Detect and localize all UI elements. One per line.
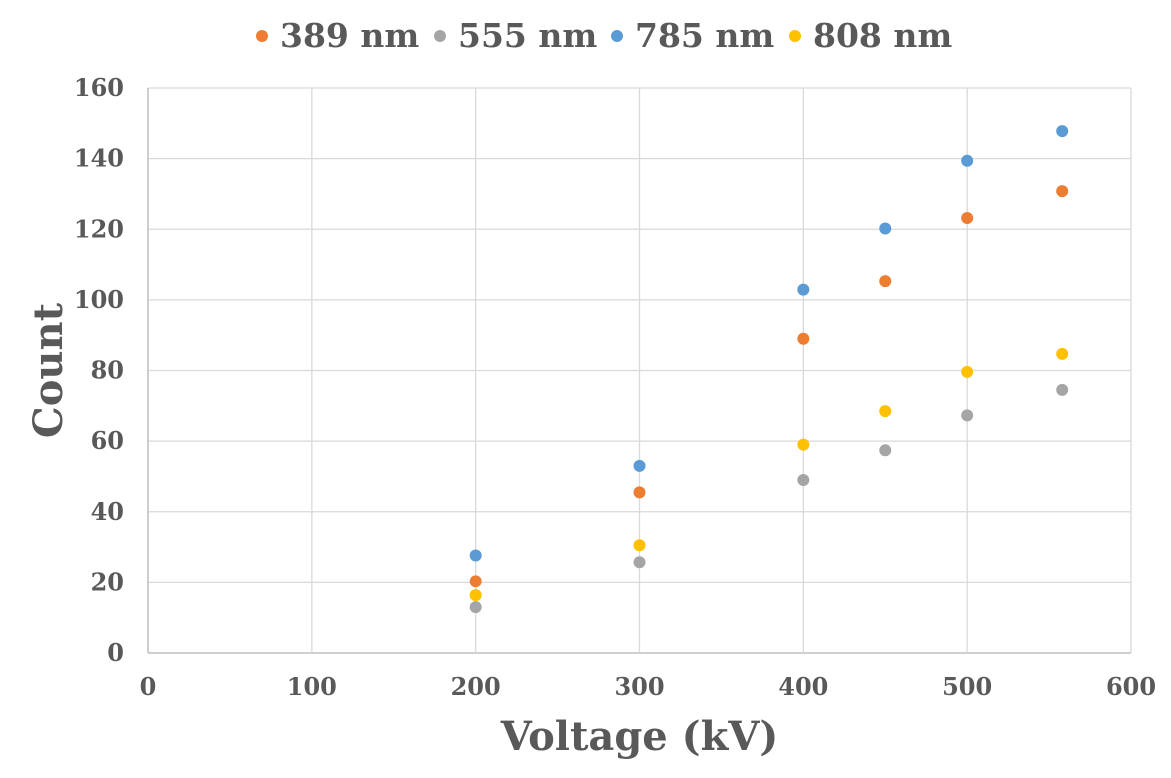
- grid: [147, 87, 1132, 654]
- legend-item: 555 nm: [434, 16, 597, 55]
- data-point: [1056, 347, 1069, 360]
- y-tick-label: 100: [74, 285, 124, 314]
- y-tick-label: 60: [91, 426, 124, 455]
- x-axis-ticks: 0 100 200 300 400 500 600: [140, 672, 1156, 701]
- data-point: [469, 601, 482, 614]
- data-point: [1056, 185, 1069, 198]
- legend-item: 808 nm: [789, 16, 952, 55]
- series-808-nm: [469, 347, 1069, 602]
- data-point: [1056, 383, 1069, 396]
- x-tick-label: 300: [614, 672, 664, 701]
- legend-item: 389 nm: [256, 16, 419, 55]
- x-tick-label: 100: [287, 672, 337, 701]
- data-point: [797, 473, 810, 486]
- data-point: [797, 332, 810, 345]
- y-tick-label: 80: [91, 356, 124, 385]
- data-point: [633, 486, 646, 499]
- x-tick-label: 500: [942, 672, 992, 701]
- y-tick-label: 20: [91, 567, 124, 596]
- legend-marker: [434, 30, 446, 42]
- data-point: [1056, 125, 1069, 138]
- legend: 389 nm 555 nm 785 nm 808 nm: [256, 16, 952, 55]
- y-tick-label: 160: [74, 73, 124, 102]
- legend-marker: [611, 30, 623, 42]
- data-point: [961, 365, 974, 378]
- y-tick-label: 140: [74, 144, 124, 173]
- data-point: [961, 154, 974, 167]
- legend-label: 555 nm: [458, 16, 597, 55]
- y-tick-label: 120: [74, 214, 124, 243]
- series-389-nm: [469, 185, 1069, 588]
- series-555-nm: [469, 383, 1069, 614]
- y-axis-ticks: 0 20 40 60 80 100 120 140 160: [74, 73, 124, 667]
- legend-label: 389 nm: [280, 16, 419, 55]
- legend-label: 808 nm: [813, 16, 952, 55]
- y-tick-label: 0: [107, 638, 124, 667]
- legend-marker: [789, 30, 801, 42]
- data-point: [961, 409, 974, 422]
- data-point: [633, 459, 646, 472]
- data-point: [879, 444, 892, 457]
- data-point: [469, 589, 482, 602]
- series-785-nm: [469, 125, 1069, 562]
- data-point: [797, 438, 810, 451]
- x-tick-label: 0: [140, 672, 157, 701]
- x-tick-label: 600: [1106, 672, 1156, 701]
- x-tick-label: 200: [451, 672, 501, 701]
- y-tick-label: 40: [91, 497, 124, 526]
- data-point: [633, 539, 646, 552]
- data-point: [879, 275, 892, 288]
- data-point: [633, 556, 646, 569]
- legend-item: 785 nm: [611, 16, 774, 55]
- data-point: [879, 222, 892, 235]
- x-tick-label: 400: [778, 672, 828, 701]
- data-point: [797, 283, 810, 296]
- data-point: [961, 211, 974, 224]
- legend-label: 785 nm: [635, 16, 774, 55]
- data-point: [879, 405, 892, 418]
- y-axis-title: Count: [25, 302, 72, 438]
- data-point: [469, 549, 482, 562]
- x-axis-title: Voltage (kV): [500, 713, 779, 760]
- data-points: [469, 125, 1069, 614]
- data-point: [469, 575, 482, 588]
- legend-marker: [256, 30, 268, 42]
